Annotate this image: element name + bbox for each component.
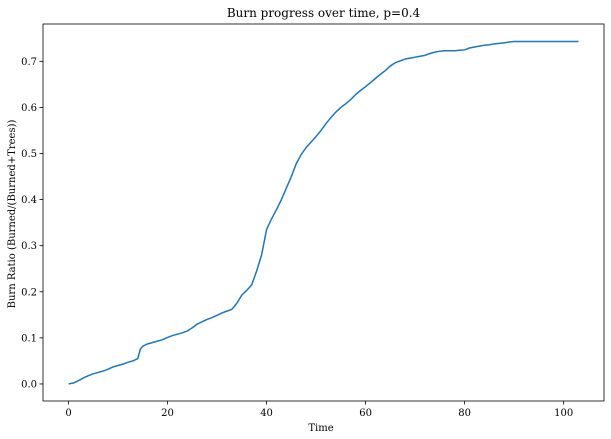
y-tick-label: 0.0 [21, 379, 37, 390]
y-tick-label: 0.7 [21, 57, 37, 68]
plot-frame [42, 23, 605, 402]
x-tick-label: 80 [458, 408, 471, 419]
plot-area: 0 20 40 60 80 100 0.0 0.1 0.2 0.3 0.4 0.5 0.6 0.7 [21, 23, 605, 419]
y-axis-label: Burn Ratio (Burned/(Burned+Trees)) [7, 120, 18, 309]
chart-title: Burn progress over time, p=0.4 [227, 6, 421, 20]
x-tick-label: 100 [554, 408, 573, 419]
y-tick-label: 0.6 [21, 103, 37, 114]
y-tick-label: 0.3 [21, 241, 37, 252]
y-tick-label: 0.1 [21, 333, 37, 344]
x-tick-label: 60 [359, 408, 372, 419]
x-tick-label: 20 [161, 408, 174, 419]
x-tick-label: 40 [260, 408, 273, 419]
series-line-0 [68, 40, 579, 385]
y-tick-label: 0.5 [21, 149, 37, 160]
x-axis-label: Time [308, 423, 333, 434]
y-tick-label: 0.4 [21, 195, 37, 206]
x-tick-label: 0 [65, 408, 71, 419]
y-tick-label: 0.2 [21, 287, 37, 298]
